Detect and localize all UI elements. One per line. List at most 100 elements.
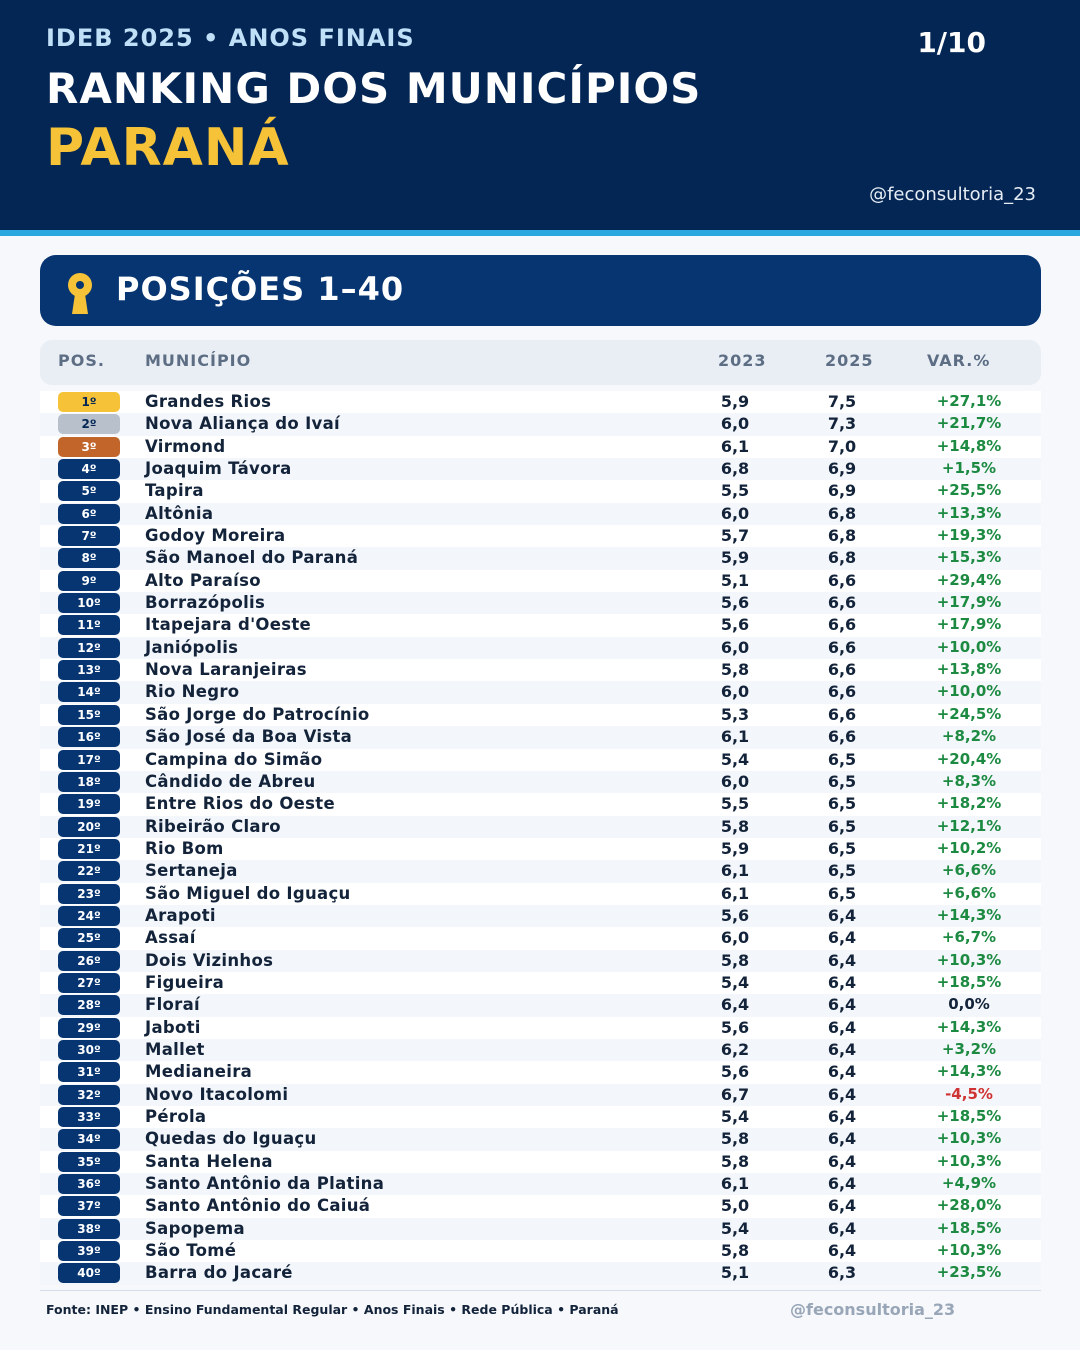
rank-badge: 35º [58, 1151, 120, 1172]
rank-badge: 37º [58, 1196, 120, 1217]
rank-badge: 5º [58, 481, 120, 502]
municipio-name: Grandes Rios [145, 392, 272, 411]
score-2023: 6,0 [720, 771, 750, 791]
score-2025: 6,4 [827, 1241, 857, 1261]
section-title: POSIÇÕES 1–40 [116, 270, 405, 308]
rank-badge: 38º [58, 1218, 120, 1239]
variation-percent: +13,8% [936, 660, 1002, 679]
municipio-name: Sertaneja [145, 861, 238, 881]
table-row: 19º Entre Rios do Oeste 5,5 6,5 +18,2% [40, 793, 1041, 816]
municipio-name: Tapira [145, 481, 204, 501]
rank-badge: 15º [58, 704, 120, 725]
variation-percent: -4,5% [945, 1084, 993, 1103]
table-row: 1º Grandes Rios 5,9 7,5 +27,1% [40, 391, 1041, 414]
score-2025: 6,4 [827, 1039, 857, 1059]
table-row: 36º Santo Antônio da Platina 6,1 6,4 +4,9% [40, 1173, 1041, 1196]
rank-badge: 32º [58, 1084, 120, 1105]
municipio-name: Quedas do Iguaçu [145, 1129, 317, 1149]
rank-badge: 17º [58, 749, 120, 770]
variation-percent: +23,5% [936, 1263, 1002, 1282]
table-row: 14º Rio Negro 6,0 6,6 +10,0% [40, 681, 1041, 704]
score-2023: 5,6 [720, 905, 750, 925]
municipio-name: Virmond [145, 436, 226, 456]
score-2023: 6,1 [720, 727, 750, 747]
rank-badge: 36º [58, 1174, 120, 1195]
column-header-municipio: MUNICÍPIO [145, 351, 252, 370]
municipio-name: Jaboti [145, 1017, 201, 1037]
score-2023: 6,0 [720, 503, 750, 523]
rank-badge: 34º [58, 1129, 120, 1150]
table-row: 10º Borrazópolis 5,6 6,6 +17,9% [40, 592, 1041, 615]
score-2023: 5,5 [720, 794, 750, 814]
variation-percent: +10,3% [936, 1241, 1002, 1260]
score-2025: 6,4 [827, 905, 857, 925]
table-row: 9º Alto Paraíso 5,1 6,6 +29,4% [40, 569, 1041, 593]
municipio-name: Joaquim Távora [145, 459, 292, 479]
variation-percent: +10,3% [936, 1129, 1002, 1148]
page-indicator: 1/10 [917, 26, 986, 59]
column-header-var: VAR.% [927, 351, 991, 370]
table-row: 23º São Miguel do Iguaçu 6,1 6,5 +6,6% [40, 882, 1041, 905]
score-2023: 5,8 [720, 1129, 750, 1149]
rank-badge: 16º [58, 727, 120, 748]
score-2023: 5,9 [720, 838, 750, 858]
column-header-2025: 2025 [825, 351, 874, 370]
score-2025: 6,4 [827, 1084, 857, 1104]
rank-badge: 10º [58, 593, 120, 614]
score-2023: 5,6 [720, 615, 750, 635]
variation-percent: +14,3% [936, 905, 1002, 924]
rank-badge: 6º [58, 503, 120, 524]
variation-percent: +10,3% [936, 950, 1002, 969]
municipio-name: São Manoel do Paraná [145, 548, 359, 568]
score-2025: 6,5 [827, 794, 857, 814]
score-2025: 7,5 [827, 392, 857, 411]
score-2023: 6,2 [720, 1039, 750, 1059]
score-2023: 5,8 [720, 816, 750, 836]
table-header [40, 340, 1041, 385]
table-row: 4º Joaquim Távora 6,8 6,9 +1,5% [40, 458, 1041, 481]
variation-percent: +10,0% [936, 682, 1002, 701]
table-row: 33º Pérola 5,4 6,4 +18,5% [40, 1106, 1041, 1129]
rank-badge: 18º [58, 771, 120, 792]
score-2025: 6,4 [827, 1174, 857, 1194]
score-2023: 5,8 [720, 950, 750, 970]
score-2025: 6,3 [827, 1263, 857, 1283]
variation-percent: +6,6% [941, 883, 997, 902]
variation-percent: +10,2% [936, 838, 1002, 857]
table-row: 37º Santo Antônio do Caiuá 5,0 6,4 +28,0% [40, 1195, 1041, 1218]
score-2025: 6,4 [827, 972, 857, 992]
score-2025: 6,8 [827, 526, 857, 546]
municipio-name: Arapoti [145, 905, 216, 925]
score-2025: 6,9 [827, 459, 857, 479]
rank-badge: 28º [58, 995, 120, 1016]
variation-percent: +10,0% [936, 637, 1002, 656]
rank-badge: 39º [58, 1241, 120, 1262]
municipio-name: Dois Vizinhos [145, 950, 274, 970]
municipio-name: Santo Antônio da Platina [145, 1174, 385, 1194]
table-row: 22º Sertaneja 6,1 6,5 +6,6% [40, 860, 1041, 883]
score-2023: 6,0 [720, 414, 750, 434]
municipio-name: Floraí [145, 995, 200, 1015]
municipio-name: São Miguel do Iguaçu [145, 883, 351, 903]
variation-percent: +14,8% [936, 436, 1002, 455]
score-2025: 6,5 [827, 749, 857, 769]
score-2025: 6,5 [827, 771, 857, 791]
rank-badge: 23º [58, 883, 120, 904]
table-row: 20º Ribeirão Claro 5,8 6,5 +12,1% [40, 815, 1041, 838]
score-2023: 6,0 [720, 682, 750, 702]
score-2025: 6,4 [827, 1017, 857, 1037]
variation-percent: 0,0% [948, 995, 990, 1014]
rank-badge: 13º [58, 660, 120, 681]
variation-percent: +28,0% [936, 1196, 1002, 1215]
variation-percent: +24,5% [936, 704, 1002, 723]
municipio-name: Figueira [145, 972, 225, 992]
table-row: 27º Figueira 5,4 6,4 +18,5% [40, 971, 1041, 995]
variation-percent: +8,2% [941, 727, 997, 746]
variation-percent: +18,2% [936, 794, 1002, 813]
score-2023: 5,0 [720, 1196, 750, 1216]
variation-percent: +15,3% [936, 548, 1002, 567]
table-row: 8º São Manoel do Paraná 5,9 6,8 +15,3% [40, 547, 1041, 570]
table-row: 6º Altônia 6,0 6,8 +13,3% [40, 502, 1041, 526]
rank-badge: 30º [58, 1039, 120, 1060]
rank-badge: 14º [58, 682, 120, 703]
